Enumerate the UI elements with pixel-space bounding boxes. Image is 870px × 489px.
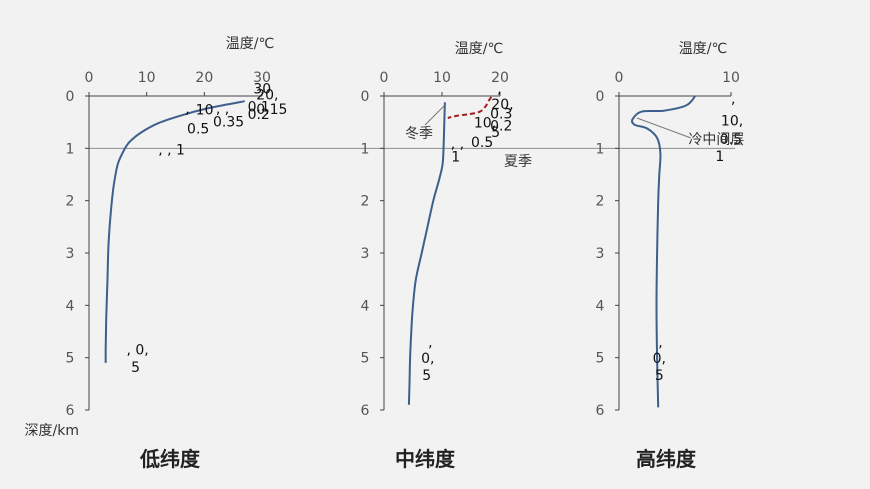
x-tick-label: 0: [85, 70, 94, 86]
data-annotation: 10,: [474, 115, 496, 131]
cold-layer-pointer-line: [636, 117, 691, 139]
data-annotation: 0.35: [213, 114, 244, 130]
data-annotation: 0.2: [248, 107, 270, 123]
x-tick-label: 20: [195, 70, 213, 86]
x-tick-label: 20: [491, 70, 509, 86]
y-tick-label: 5: [66, 351, 75, 367]
y-tick-label: 1: [361, 141, 370, 157]
data-annotation: 0.5: [471, 135, 493, 151]
data-annotation: 0.1: [248, 100, 270, 116]
data-annotation: 5: [422, 368, 431, 384]
y-axis-label: 深度/km: [25, 423, 79, 439]
y-tick-label: 6: [596, 403, 605, 419]
data-annotation: 0,: [653, 351, 666, 367]
y-tick-label: 3: [361, 246, 370, 262]
data-annotation: 20,: [491, 97, 513, 113]
data-annotation: , , 1: [158, 143, 185, 159]
x-tick-label: 30: [253, 70, 271, 86]
data-annotation: , 0,: [126, 343, 148, 359]
data-annotation: 10,: [721, 113, 743, 129]
chart-title: 低纬度: [139, 447, 201, 471]
data-annotation: 5: [491, 125, 500, 141]
series-line-summer: [447, 96, 493, 119]
x-tick-label: 10: [138, 70, 156, 86]
data-annotation: 5: [131, 360, 140, 376]
series-label-summer: 夏季: [504, 154, 532, 170]
cold-intermediate-layer-label: 冷中间层: [688, 132, 744, 148]
y-tick-label: 6: [66, 403, 75, 419]
data-annotation: 1: [715, 149, 724, 165]
y-tick-label: 6: [361, 403, 370, 419]
data-annotation: 20,: [256, 88, 278, 104]
data-annotation: 30: [253, 81, 271, 97]
y-tick-label: 3: [66, 246, 75, 262]
data-annotation: 0.2: [490, 119, 512, 135]
series-line-0: [630, 95, 696, 408]
y-tick-label: 4: [66, 298, 75, 314]
data-annotation: 1: [451, 149, 460, 165]
x-tick-label: 10: [433, 70, 451, 86]
data-annotation: 0.3: [490, 107, 512, 123]
x-tick-label: 0: [380, 70, 389, 86]
series-line-0: [104, 100, 245, 363]
y-tick-label: 1: [596, 141, 605, 157]
data-annotation: 0.5: [187, 122, 209, 138]
y-tick-label: 3: [596, 246, 605, 262]
y-tick-label: 2: [596, 194, 605, 210]
data-annotation: 0,: [421, 351, 434, 367]
data-annotation: 0.15: [256, 102, 287, 118]
x-tick-label: 10: [722, 70, 740, 86]
x-tick-label: 0: [615, 70, 624, 86]
y-tick-label: 5: [596, 351, 605, 367]
x-axis-label: 温度/℃: [455, 41, 503, 57]
x-axis-label: 温度/℃: [679, 41, 727, 57]
y-tick-label: 4: [596, 298, 605, 314]
y-tick-label: 2: [66, 194, 75, 210]
y-tick-label: 5: [361, 351, 370, 367]
data-annotation: 0.5: [720, 132, 742, 148]
data-annotation: 5: [655, 368, 664, 384]
data-annotation: ,: [497, 81, 501, 97]
data-annotation: , ,: [451, 136, 464, 152]
series-label-winter: 冬季: [405, 126, 433, 142]
x-axis-label: 温度/℃: [226, 36, 274, 52]
data-annotation: 10: [196, 102, 214, 118]
chart-title: 中纬度: [395, 447, 456, 471]
winter-pointer-line: [424, 103, 447, 126]
y-tick-label: 4: [361, 298, 370, 314]
y-tick-label: 2: [361, 194, 370, 210]
data-annotation: ,: [428, 335, 432, 351]
y-tick-label: 0: [66, 89, 75, 105]
data-annotation: ,: [731, 91, 735, 107]
data-annotation: ,: [185, 101, 189, 117]
data-annotation: , ,: [216, 101, 229, 117]
series-line-winter: [407, 102, 446, 405]
y-tick-label: 0: [596, 89, 605, 105]
chart-title: 高纬度: [636, 447, 697, 471]
chart-panel-0: 0 10 20 300123456温度/℃深度/km3020,0.10.150.210…: [25, 36, 288, 471]
y-tick-label: 0: [361, 89, 370, 105]
y-tick-label: 1: [66, 141, 75, 157]
data-annotation: ,: [658, 335, 662, 351]
